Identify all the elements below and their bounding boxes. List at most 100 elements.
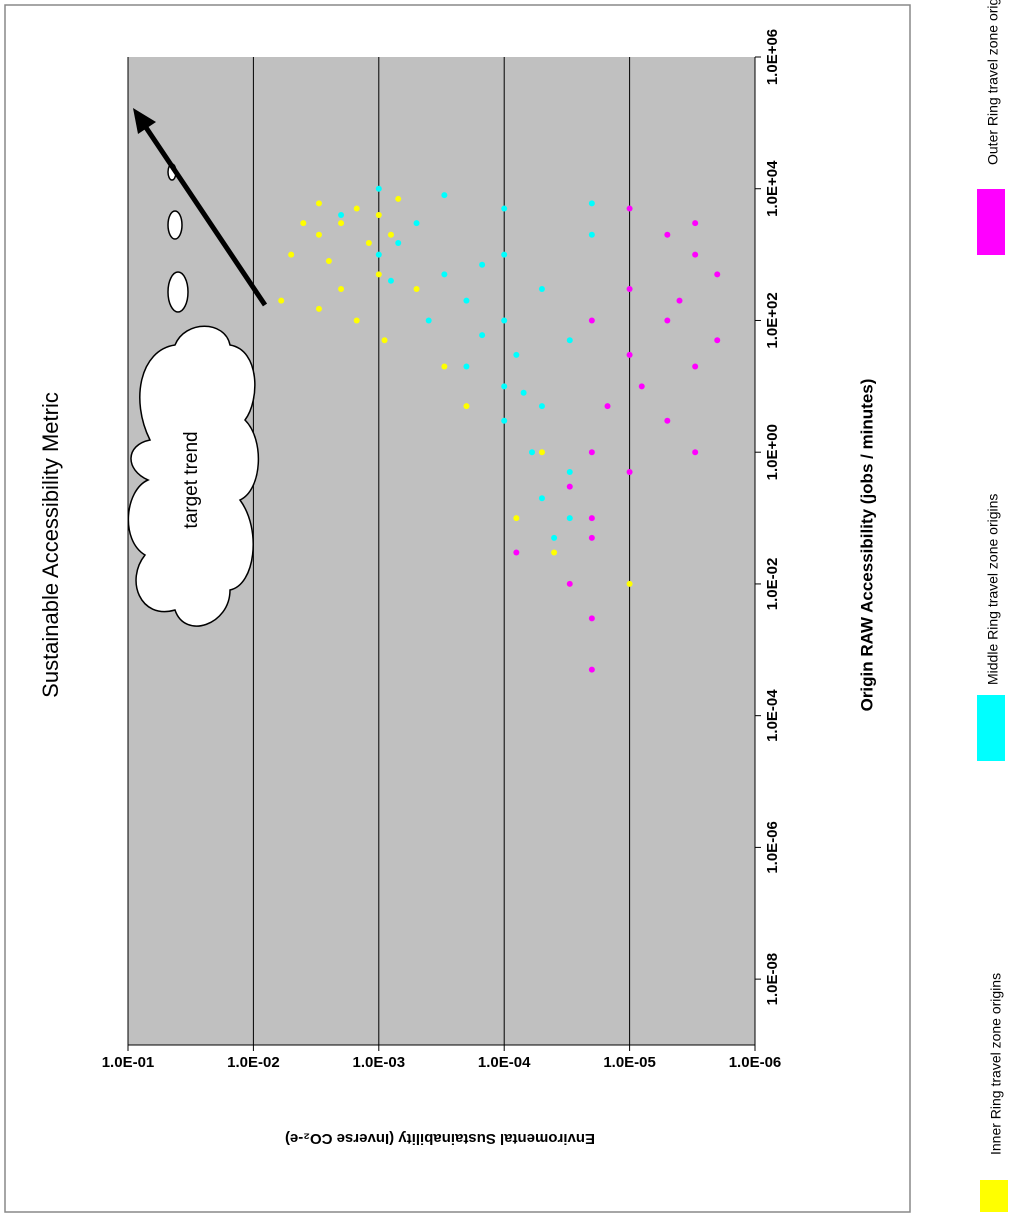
- y-tick-label: 1.0E-03: [353, 1054, 406, 1071]
- scatter-point: [551, 535, 557, 541]
- scatter-point: [395, 196, 401, 202]
- scatter-point: [316, 232, 322, 238]
- scatter-point: [664, 232, 670, 238]
- scatter-point: [692, 252, 698, 258]
- scatter-point: [567, 337, 573, 343]
- scatter-point: [567, 581, 573, 587]
- scatter-point: [627, 206, 633, 212]
- scatter-point: [589, 317, 595, 323]
- scatter-point: [338, 220, 344, 226]
- scatter-point: [326, 258, 332, 264]
- scatter-point: [589, 667, 595, 673]
- x-tick-label: 1.0E+02: [764, 292, 781, 348]
- scatter-point: [714, 337, 720, 343]
- scatter-point: [441, 364, 447, 370]
- scatter-point: [627, 286, 633, 292]
- scatter-point: [627, 469, 633, 475]
- legend-label: Middle Ring travel zone origins: [985, 494, 1001, 685]
- scatter-point: [692, 364, 698, 370]
- scatter-point: [551, 550, 557, 556]
- scatter-point: [414, 220, 420, 226]
- y-axis-label: Enviromental Sustainability (Inverse CO₂…: [285, 1130, 595, 1147]
- scatter-point: [692, 220, 698, 226]
- y-tick-label: 1.0E-04: [478, 1054, 531, 1071]
- scatter-point: [513, 352, 519, 358]
- scatter-point: [501, 317, 507, 323]
- y-tick-label: 1.0E-06: [729, 1054, 782, 1071]
- scatter-point: [382, 337, 388, 343]
- legend-label: Inner Ring travel zone origins: [988, 973, 1004, 1155]
- scatter-point: [441, 192, 447, 198]
- scatter-point: [316, 306, 322, 312]
- scatter-point: [589, 232, 595, 238]
- legend-label: Outer Ring travel zone origins: [985, 0, 1001, 165]
- x-tick-label: 1.0E+06: [764, 29, 781, 85]
- scatter-point: [539, 495, 545, 501]
- legend-swatch: [977, 189, 1005, 255]
- scatter-point: [300, 220, 306, 226]
- scatter-point: [539, 449, 545, 455]
- legend-swatch: [977, 695, 1005, 761]
- thought-bubble: [168, 272, 188, 312]
- scatter-point: [692, 449, 698, 455]
- scatter-point: [426, 317, 432, 323]
- scatter-point: [395, 240, 401, 246]
- scatter-point: [388, 278, 394, 284]
- scatter-point: [589, 515, 595, 521]
- scatter-point: [354, 317, 360, 323]
- scatter-point: [567, 469, 573, 475]
- scatter-point: [627, 581, 633, 587]
- scatter-point: [366, 240, 372, 246]
- scatter-point: [589, 615, 595, 621]
- legend: Inner Ring travel zone origins Middle Rin…: [977, 0, 1008, 1212]
- scatter-point: [501, 206, 507, 212]
- chart-title: Sustainable Accessibility Metric: [38, 392, 63, 698]
- scatter-point: [288, 252, 294, 258]
- scatter-point: [376, 252, 382, 258]
- scatter-point: [513, 550, 519, 556]
- scatter-point: [627, 352, 633, 358]
- scatter-point: [316, 200, 322, 206]
- y-tick-label: 1.0E-01: [102, 1054, 155, 1071]
- scatter-point: [376, 212, 382, 218]
- scatter-point: [529, 449, 535, 455]
- scatter-point: [278, 298, 284, 304]
- scatter-point: [605, 403, 611, 409]
- chart: Sustainable Accessibility Metric Origin …: [0, 0, 1012, 1219]
- scatter-point: [501, 383, 507, 389]
- x-axis-label: Origin RAW Accessibility (jobs / minutes…: [857, 379, 876, 712]
- scatter-point: [567, 515, 573, 521]
- x-tick-label: 1.0E+00: [764, 424, 781, 480]
- scatter-point: [714, 271, 720, 277]
- scatter-point: [589, 200, 595, 206]
- scatter-point: [539, 403, 545, 409]
- scatter-point: [664, 418, 670, 424]
- scatter-point: [338, 286, 344, 292]
- x-tick-label: 1.0E-06: [764, 821, 781, 874]
- scatter-point: [567, 484, 573, 490]
- scatter-point: [539, 286, 545, 292]
- scatter-point: [664, 317, 670, 323]
- scatter-point: [589, 449, 595, 455]
- scatter-point: [354, 206, 360, 212]
- scatter-point: [677, 298, 683, 304]
- legend-swatch: [980, 1180, 1008, 1212]
- scatter-point: [479, 262, 485, 268]
- y-tick-label: 1.0E-02: [227, 1054, 280, 1071]
- scatter-point: [414, 286, 420, 292]
- x-tick-label: 1.0E-08: [764, 953, 781, 1006]
- scatter-point: [521, 390, 527, 396]
- y-tick-label: 1.0E-05: [603, 1054, 656, 1071]
- scatter-point: [501, 252, 507, 258]
- x-tick-label: 1.0E+04: [764, 160, 781, 217]
- scatter-point: [388, 232, 394, 238]
- scatter-point: [441, 271, 447, 277]
- x-tick-label: 1.0E-04: [764, 689, 781, 742]
- scatter-point: [589, 535, 595, 541]
- scatter-point: [463, 298, 469, 304]
- thought-bubble: [168, 211, 182, 239]
- scatter-point: [376, 186, 382, 192]
- x-tick-label: 1.0E-02: [764, 558, 781, 611]
- scatter-point: [463, 403, 469, 409]
- scatter-point: [376, 271, 382, 277]
